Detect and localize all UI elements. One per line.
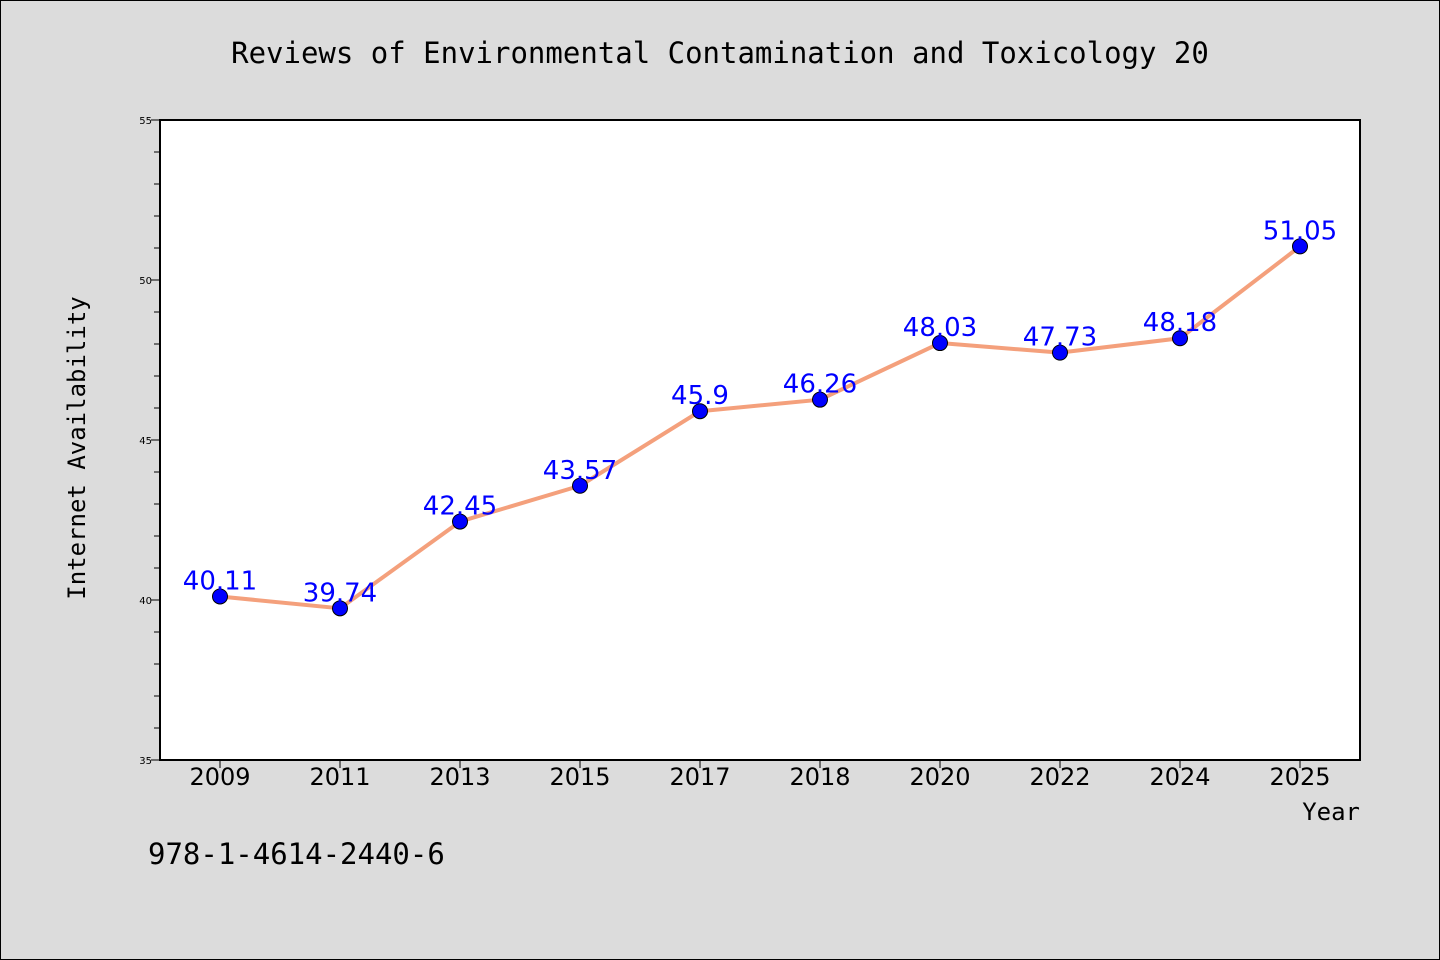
- x-tick-label: 2020: [909, 763, 970, 791]
- data-label: 47.73: [1023, 323, 1097, 353]
- data-label: 39.74: [303, 578, 377, 608]
- x-tick-label: 2025: [1269, 763, 1330, 791]
- y-axis: 35 40 45 50 55: [139, 116, 160, 767]
- y-tick-label: 50: [139, 276, 152, 287]
- data-point: [1052, 344, 1068, 361]
- data-point: [812, 391, 828, 408]
- data-label: 48.03: [903, 313, 977, 343]
- data-label: 42.45: [423, 492, 497, 522]
- x-tick-label: 2024: [1149, 763, 1210, 791]
- plot-area: [159, 119, 1361, 761]
- x-tick-label: 2018: [789, 763, 850, 791]
- data-point: [1172, 330, 1188, 347]
- data-point: [1292, 238, 1308, 255]
- y-tick-label: 40: [139, 596, 152, 607]
- data-point: [332, 600, 348, 617]
- data-label: 46.26: [783, 370, 857, 400]
- data-label: 51.05: [1263, 216, 1337, 246]
- data-label: 45.9: [671, 381, 729, 411]
- data-point: [692, 403, 708, 420]
- x-axis: 2009 2011 2013 2015 2017 2018 2020 2022 2024 2025: [189, 760, 1331, 791]
- x-tick-label: 2015: [549, 763, 610, 791]
- data-point: [452, 513, 468, 530]
- data-point: [932, 335, 948, 352]
- chart-title: Reviews of Environmental Contamination a…: [231, 36, 1209, 70]
- y-axis-label: Internet Availability: [63, 296, 91, 599]
- x-axis-label: Year: [1302, 798, 1360, 826]
- isbn-footer: 978-1-4614-2440-6: [148, 837, 445, 871]
- x-tick-label: 2011: [309, 763, 370, 791]
- data-point: [572, 477, 588, 494]
- y-tick-label: 55: [139, 116, 152, 127]
- data-point: [212, 588, 228, 605]
- x-tick-label: 2022: [1029, 763, 1090, 791]
- y-tick-label: 45: [139, 436, 152, 447]
- x-tick-label: 2017: [669, 763, 730, 791]
- x-tick-label: 2013: [429, 763, 490, 791]
- data-labels: 40.11 39.74 42.45 43.57 45.9 46.26 48.03 47.73 4…: [183, 216, 1337, 608]
- series-line: [219, 244, 1302, 611]
- data-markers: [212, 238, 1308, 617]
- y-tick-label: 35: [139, 756, 152, 767]
- x-tick-label: 2009: [189, 763, 250, 791]
- data-label: 40.11: [183, 566, 257, 596]
- data-label: 43.57: [543, 456, 617, 486]
- data-label: 48.18: [1143, 308, 1217, 338]
